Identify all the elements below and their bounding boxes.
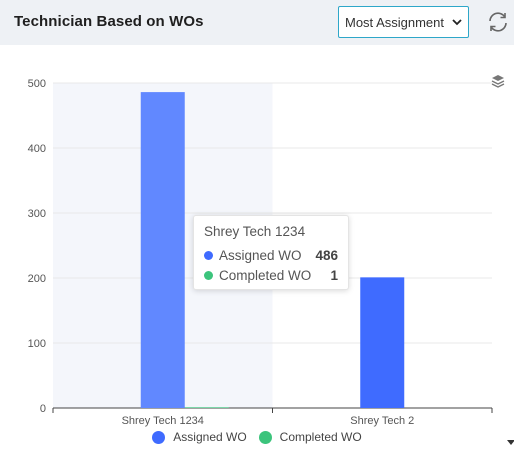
x-tick-label: Shrey Tech 1234 xyxy=(122,415,204,427)
tooltip-value-assigned: 486 xyxy=(315,247,338,263)
sort-select-value: Most Assignment xyxy=(345,14,444,30)
chevron-down-icon xyxy=(452,19,462,26)
legend-dot-assigned xyxy=(152,430,166,444)
y-tick-label: 200 xyxy=(28,273,46,285)
tooltip-row-assigned: Assigned WO 486 xyxy=(204,245,338,265)
y-tick-label: 0 xyxy=(40,403,46,415)
legend-item-assigned[interactable]: Assigned WO xyxy=(152,430,247,444)
layers-icon[interactable] xyxy=(490,73,506,89)
tooltip-value-completed: 1 xyxy=(330,267,338,283)
tooltip-dot-completed xyxy=(204,270,213,280)
tooltip-label-completed: Completed WO xyxy=(219,267,312,283)
chart-tooltip: Shrey Tech 1234 Assigned WO 486 Complete… xyxy=(193,215,349,290)
bar-assigned xyxy=(140,92,185,408)
refresh-icon[interactable] xyxy=(486,10,510,34)
tooltip-label-assigned: Assigned WO xyxy=(219,247,302,263)
resize-handle-icon[interactable] xyxy=(507,440,514,445)
widget-header: Technician Based on WOs Most Assignment xyxy=(0,0,514,45)
y-tick-label: 500 xyxy=(28,78,46,90)
widget-title: Technician Based on WOs xyxy=(14,13,204,30)
legend-item-completed[interactable]: Completed WO xyxy=(258,430,362,444)
bar-assigned xyxy=(360,277,405,408)
x-tick-label: Shrey Tech 2 xyxy=(350,415,414,427)
chart-legend: Assigned WO Completed WO xyxy=(0,428,514,446)
bar-completed xyxy=(184,407,229,408)
tooltip-dot-assigned xyxy=(204,250,213,260)
tooltip-row-completed: Completed WO 1 xyxy=(204,265,338,285)
sort-select[interactable]: Most Assignment xyxy=(338,6,469,38)
y-tick-label: 300 xyxy=(28,208,46,220)
legend-label-completed: Completed WO xyxy=(279,430,362,444)
tooltip-title: Shrey Tech 1234 xyxy=(204,224,306,239)
legend-dot-completed xyxy=(258,430,272,444)
y-tick-label: 100 xyxy=(28,338,46,350)
y-tick-label: 400 xyxy=(28,143,46,155)
legend-label-assigned: Assigned WO xyxy=(173,430,247,444)
